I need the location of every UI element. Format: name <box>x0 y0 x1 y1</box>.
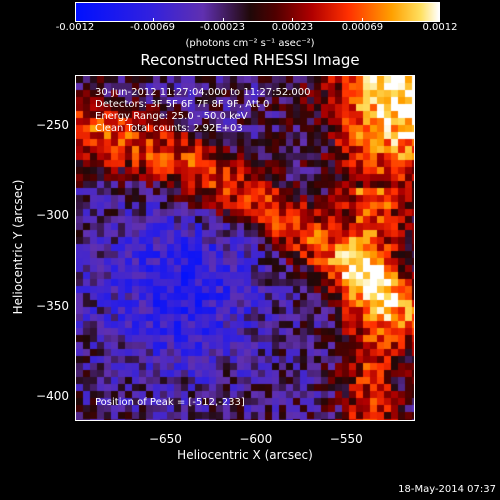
y-axis-label: Heliocentric Y (arcsec) <box>11 179 25 315</box>
datestamp: 18-May-2014 07:37 <box>398 484 496 495</box>
annotation-time-range: 30-Jun-2012 11:27:04.000 to 11:27:52.000 <box>95 87 311 98</box>
colorbar-tick-mark <box>362 18 364 22</box>
colorbar-gradient <box>76 3 439 21</box>
plot-area <box>75 75 415 421</box>
colorbar-tick-label: -0.0012 <box>55 22 95 33</box>
annotation-clean: Clean Total counts: 2.92E+03 <box>95 123 243 134</box>
chart-title: Reconstructed RHESSI Image <box>140 51 360 69</box>
x-tick-label: −550 <box>329 432 363 446</box>
heatmap-image <box>76 76 414 420</box>
colorbar-tick-label: 0.0012 <box>422 22 458 33</box>
colorbar-tick-label: -0.00069 <box>130 22 176 33</box>
x-tick-label: −650 <box>148 432 182 446</box>
annotation-detectors: Detectors: 3F 5F 6F 7F 8F 9F, Att 0 <box>95 99 270 110</box>
colorbar-tick-label: -0.00023 <box>200 22 245 33</box>
x-axis-label: Heliocentric X (arcsec) <box>177 448 313 462</box>
annotation-energy: Energy Range: 25.0 - 50.0 keV <box>95 111 248 122</box>
colorbar-unit-label: (photons cm⁻² s⁻¹ asec⁻²) <box>185 38 315 49</box>
y-tick-label: −250 <box>36 117 69 132</box>
colorbar-tick-label: 0.00069 <box>341 22 384 33</box>
annotation-peak: Position of Peak = [-512,-233] <box>95 397 245 408</box>
colorbar-tick-mark <box>222 18 224 22</box>
x-tick-label: −600 <box>239 432 273 446</box>
y-tick-label: −350 <box>36 298 69 313</box>
colorbar-tick-mark <box>292 18 294 22</box>
y-tick-label: −400 <box>36 389 69 404</box>
colorbar-tick-label: 0.00023 <box>271 22 314 33</box>
colorbar <box>75 2 440 22</box>
colorbar-tick-mark <box>152 18 154 22</box>
y-tick-label: −300 <box>36 208 69 223</box>
